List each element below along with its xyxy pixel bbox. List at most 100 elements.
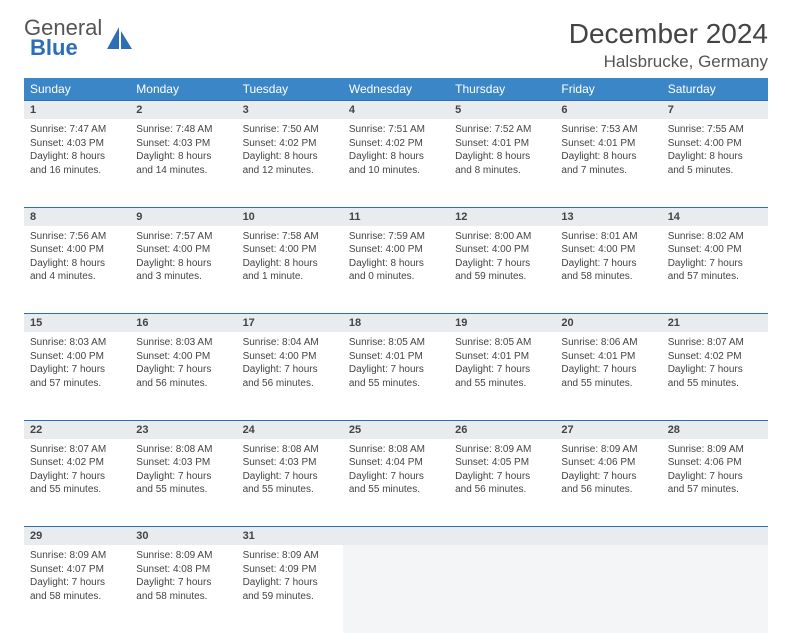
day-cell: Sunrise: 8:00 AMSunset: 4:00 PMDaylight:…	[449, 226, 555, 314]
day-details: Sunrise: 7:47 AMSunset: 4:03 PMDaylight:…	[24, 119, 130, 183]
day-number-cell: 15	[24, 314, 130, 333]
daylight-line: Daylight: 7 hours and 56 minutes.	[243, 363, 337, 390]
day-cell: Sunrise: 8:09 AMSunset: 4:08 PMDaylight:…	[130, 545, 236, 633]
sunrise-line: Sunrise: 7:47 AM	[30, 123, 124, 137]
sunset-line: Sunset: 4:09 PM	[243, 563, 337, 577]
day-number-row: 293031	[24, 527, 768, 546]
day-cell	[449, 545, 555, 633]
day-cell: Sunrise: 8:04 AMSunset: 4:00 PMDaylight:…	[237, 332, 343, 420]
weekday-header-row: SundayMondayTuesdayWednesdayThursdayFrid…	[24, 78, 768, 101]
daylight-line: Daylight: 8 hours and 5 minutes.	[668, 150, 762, 177]
daylight-line: Daylight: 8 hours and 8 minutes.	[455, 150, 549, 177]
day-cell: Sunrise: 8:09 AMSunset: 4:07 PMDaylight:…	[24, 545, 130, 633]
daylight-line: Daylight: 7 hours and 55 minutes.	[668, 363, 762, 390]
daylight-line: Daylight: 7 hours and 55 minutes.	[455, 363, 549, 390]
day-cell: Sunrise: 8:01 AMSunset: 4:00 PMDaylight:…	[555, 226, 661, 314]
day-number-cell: 28	[662, 420, 768, 439]
day-cell: Sunrise: 8:08 AMSunset: 4:03 PMDaylight:…	[130, 439, 236, 527]
sunrise-line: Sunrise: 7:48 AM	[136, 123, 230, 137]
day-cell: Sunrise: 7:55 AMSunset: 4:00 PMDaylight:…	[662, 119, 768, 207]
day-cell: Sunrise: 8:03 AMSunset: 4:00 PMDaylight:…	[130, 332, 236, 420]
daylight-line: Daylight: 8 hours and 7 minutes.	[561, 150, 655, 177]
day-cell	[662, 545, 768, 633]
sunset-line: Sunset: 4:02 PM	[668, 350, 762, 364]
logo-text: General Blue	[24, 18, 102, 58]
day-cell: Sunrise: 7:58 AMSunset: 4:00 PMDaylight:…	[237, 226, 343, 314]
sunrise-line: Sunrise: 8:09 AM	[243, 549, 337, 563]
day-number-cell: 2	[130, 101, 236, 120]
day-number-cell: 19	[449, 314, 555, 333]
sunrise-line: Sunrise: 8:03 AM	[136, 336, 230, 350]
sunrise-line: Sunrise: 8:09 AM	[668, 443, 762, 457]
daylight-line: Daylight: 7 hours and 58 minutes.	[136, 576, 230, 603]
sunset-line: Sunset: 4:00 PM	[561, 243, 655, 257]
day-cell: Sunrise: 8:08 AMSunset: 4:04 PMDaylight:…	[343, 439, 449, 527]
day-details: Sunrise: 8:03 AMSunset: 4:00 PMDaylight:…	[24, 332, 130, 396]
day-number-cell: 25	[343, 420, 449, 439]
sunrise-line: Sunrise: 7:56 AM	[30, 230, 124, 244]
sunrise-line: Sunrise: 8:08 AM	[349, 443, 443, 457]
sunset-line: Sunset: 4:03 PM	[30, 137, 124, 151]
sunrise-line: Sunrise: 8:09 AM	[455, 443, 549, 457]
day-cell: Sunrise: 7:57 AMSunset: 4:00 PMDaylight:…	[130, 226, 236, 314]
day-cell: Sunrise: 8:05 AMSunset: 4:01 PMDaylight:…	[449, 332, 555, 420]
sunrise-line: Sunrise: 8:06 AM	[561, 336, 655, 350]
day-details: Sunrise: 7:53 AMSunset: 4:01 PMDaylight:…	[555, 119, 661, 183]
sunset-line: Sunset: 4:02 PM	[30, 456, 124, 470]
weekday-header: Wednesday	[343, 78, 449, 101]
sunset-line: Sunset: 4:00 PM	[668, 137, 762, 151]
sunset-line: Sunset: 4:05 PM	[455, 456, 549, 470]
sunset-line: Sunset: 4:00 PM	[136, 350, 230, 364]
sunrise-line: Sunrise: 8:09 AM	[136, 549, 230, 563]
day-number-cell: 11	[343, 207, 449, 226]
daylight-line: Daylight: 7 hours and 56 minutes.	[455, 470, 549, 497]
day-cell: Sunrise: 8:02 AMSunset: 4:00 PMDaylight:…	[662, 226, 768, 314]
title-block: December 2024 Halsbrucke, Germany	[569, 18, 768, 72]
daylight-line: Daylight: 8 hours and 12 minutes.	[243, 150, 337, 177]
day-number-cell: 27	[555, 420, 661, 439]
daylight-line: Daylight: 7 hours and 59 minutes.	[455, 257, 549, 284]
day-details: Sunrise: 7:57 AMSunset: 4:00 PMDaylight:…	[130, 226, 236, 290]
sunrise-line: Sunrise: 8:08 AM	[136, 443, 230, 457]
day-number-cell: 13	[555, 207, 661, 226]
day-cell: Sunrise: 8:09 AMSunset: 4:06 PMDaylight:…	[662, 439, 768, 527]
day-number-cell	[449, 527, 555, 546]
day-details: Sunrise: 8:08 AMSunset: 4:03 PMDaylight:…	[237, 439, 343, 503]
day-details: Sunrise: 8:03 AMSunset: 4:00 PMDaylight:…	[130, 332, 236, 396]
sunset-line: Sunset: 4:00 PM	[243, 243, 337, 257]
day-number-cell: 1	[24, 101, 130, 120]
daylight-line: Daylight: 7 hours and 58 minutes.	[561, 257, 655, 284]
day-number-cell: 7	[662, 101, 768, 120]
day-cell: Sunrise: 8:05 AMSunset: 4:01 PMDaylight:…	[343, 332, 449, 420]
day-cell: Sunrise: 8:07 AMSunset: 4:02 PMDaylight:…	[24, 439, 130, 527]
sunrise-line: Sunrise: 8:05 AM	[455, 336, 549, 350]
day-cell: Sunrise: 7:53 AMSunset: 4:01 PMDaylight:…	[555, 119, 661, 207]
sunset-line: Sunset: 4:00 PM	[668, 243, 762, 257]
daylight-line: Daylight: 8 hours and 14 minutes.	[136, 150, 230, 177]
sunrise-line: Sunrise: 8:07 AM	[30, 443, 124, 457]
day-content-row: Sunrise: 7:56 AMSunset: 4:00 PMDaylight:…	[24, 226, 768, 314]
sunset-line: Sunset: 4:00 PM	[243, 350, 337, 364]
day-number-cell: 20	[555, 314, 661, 333]
day-number-cell: 4	[343, 101, 449, 120]
day-details: Sunrise: 7:51 AMSunset: 4:02 PMDaylight:…	[343, 119, 449, 183]
day-number-cell	[555, 527, 661, 546]
day-number-cell: 21	[662, 314, 768, 333]
sunrise-line: Sunrise: 8:04 AM	[243, 336, 337, 350]
sunrise-line: Sunrise: 8:01 AM	[561, 230, 655, 244]
sunset-line: Sunset: 4:02 PM	[349, 137, 443, 151]
daylight-line: Daylight: 8 hours and 10 minutes.	[349, 150, 443, 177]
day-details: Sunrise: 7:58 AMSunset: 4:00 PMDaylight:…	[237, 226, 343, 290]
day-details: Sunrise: 8:09 AMSunset: 4:06 PMDaylight:…	[662, 439, 768, 503]
weekday-header: Friday	[555, 78, 661, 101]
weekday-header: Saturday	[662, 78, 768, 101]
day-details: Sunrise: 7:56 AMSunset: 4:00 PMDaylight:…	[24, 226, 130, 290]
sunrise-line: Sunrise: 7:51 AM	[349, 123, 443, 137]
daylight-line: Daylight: 7 hours and 55 minutes.	[561, 363, 655, 390]
sunset-line: Sunset: 4:01 PM	[349, 350, 443, 364]
day-details: Sunrise: 8:09 AMSunset: 4:07 PMDaylight:…	[24, 545, 130, 609]
day-number-cell: 6	[555, 101, 661, 120]
day-details: Sunrise: 8:02 AMSunset: 4:00 PMDaylight:…	[662, 226, 768, 290]
weekday-header: Monday	[130, 78, 236, 101]
day-details: Sunrise: 7:59 AMSunset: 4:00 PMDaylight:…	[343, 226, 449, 290]
